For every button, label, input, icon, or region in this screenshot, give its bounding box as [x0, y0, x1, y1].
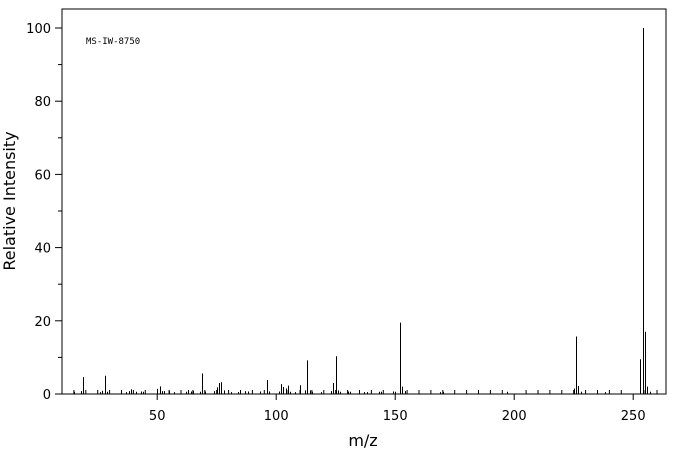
- x-tick-label: 50: [149, 409, 166, 424]
- spectrum-peaks: [74, 28, 651, 394]
- y-tick-label: 40: [34, 242, 51, 257]
- x-tick-label: 100: [264, 409, 289, 424]
- y-tick-label: 80: [34, 95, 51, 110]
- x-tick-label: 250: [621, 409, 646, 424]
- y-axis-title: Relative Intensity: [0, 131, 19, 270]
- spectrum-id-annotation: MS-IW-8750: [86, 37, 140, 47]
- y-tick-label: 100: [26, 22, 51, 37]
- x-minor-ticks: [73, 390, 658, 394]
- x-tick-label: 150: [383, 409, 408, 424]
- x-axis-ticks: 50 100 150 200 250: [149, 394, 646, 424]
- y-axis-ticks: 0 20 40 60 80 100: [26, 22, 62, 403]
- y-tick-label: 0: [43, 388, 51, 403]
- plot-frame: [61, 8, 667, 395]
- x-axis-title: m/z: [348, 431, 377, 450]
- y-tick-label: 20: [34, 315, 51, 330]
- x-tick-label: 200: [502, 409, 527, 424]
- y-tick-label: 60: [34, 168, 51, 183]
